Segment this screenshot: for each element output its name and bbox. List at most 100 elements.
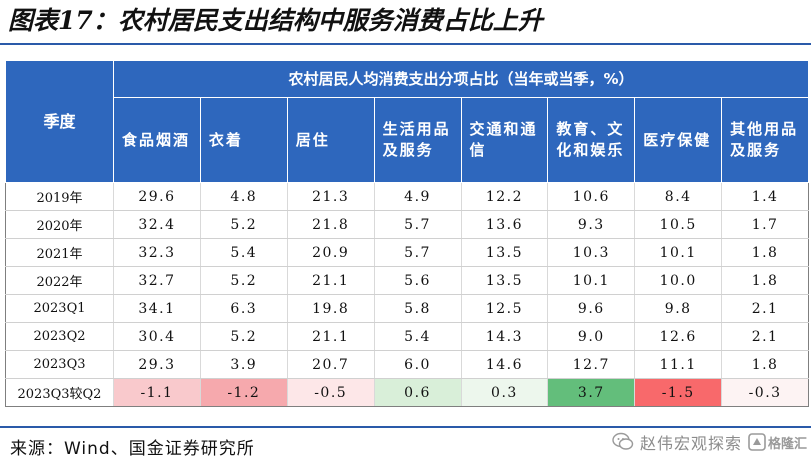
value-cell: 20.7 bbox=[286, 350, 375, 379]
value-cell: 10.3 bbox=[547, 238, 635, 267]
group-header: 农村居民人均消费支出分项占比（当年或当季，%） bbox=[112, 60, 810, 98]
value-cell: 13.6 bbox=[460, 210, 548, 239]
value-cell: 5.4 bbox=[373, 322, 461, 351]
table-row: 2022年 32.7 5.2 21.1 5.6 13.5 10.1 10.0 1.8 bbox=[5, 266, 810, 295]
value-cell: 0.6 bbox=[373, 378, 461, 407]
value-cell: 14.6 bbox=[460, 350, 548, 379]
column-header: 生活用品及服务 bbox=[373, 97, 462, 183]
value-cell: 3.9 bbox=[199, 350, 288, 379]
badge-logo: 格隆汇 bbox=[748, 433, 807, 452]
value-cell: 29.3 bbox=[113, 350, 201, 379]
table-row: 2023Q2 30.4 5.2 21.1 5.4 14.3 9.0 12.6 2.1 bbox=[5, 322, 810, 351]
value-cell: 32.4 bbox=[113, 210, 201, 239]
figure-title: 图表17：农村居民支出结构中服务消费占比上升 bbox=[8, 6, 543, 35]
value-cell: 10.6 bbox=[547, 182, 635, 211]
value-cell: 20.9 bbox=[286, 238, 375, 267]
table-row: 2020年 32.4 5.2 21.8 5.7 13.6 9.3 10.5 1.7 bbox=[5, 210, 810, 239]
value-cell: 21.1 bbox=[286, 322, 375, 351]
quarter-header: 季度 bbox=[5, 60, 114, 183]
value-cell: 5.7 bbox=[373, 210, 461, 239]
column-header: 教育、文化和娱乐 bbox=[547, 97, 636, 183]
value-cell: 9.3 bbox=[547, 210, 635, 239]
value-cell: 3.7 bbox=[547, 378, 635, 407]
value-cell: 4.9 bbox=[373, 182, 461, 211]
value-cell: 32.3 bbox=[113, 238, 201, 267]
value-cell: 10.1 bbox=[634, 238, 722, 267]
value-cell: 2.1 bbox=[721, 322, 810, 351]
consumption-structure-table: 季度 农村居民人均消费支出分项占比（当年或当季，%） 食品烟酒 衣着 居住 生活用品及… bbox=[5, 60, 810, 407]
value-cell: 10.5 bbox=[634, 210, 722, 239]
value-cell: 4.8 bbox=[199, 182, 288, 211]
value-cell: 14.3 bbox=[460, 322, 548, 351]
value-cell: 12.7 bbox=[547, 350, 635, 379]
value-cell: 13.5 bbox=[460, 266, 548, 295]
row-label: 2019年 bbox=[5, 182, 114, 211]
value-cell: -1.5 bbox=[634, 378, 722, 407]
value-cell: 12.5 bbox=[460, 294, 548, 323]
row-label: 2020年 bbox=[5, 210, 114, 239]
badge-text: 格隆汇 bbox=[767, 436, 807, 452]
row-label: 2023Q3较Q2 bbox=[5, 378, 114, 407]
value-cell: -1.1 bbox=[113, 378, 201, 407]
value-cell: 21.3 bbox=[286, 182, 375, 211]
column-header: 食品烟酒 bbox=[113, 97, 201, 183]
value-cell: 1.8 bbox=[721, 266, 810, 295]
value-cell: 5.4 bbox=[199, 238, 288, 267]
value-cell: 1.7 bbox=[721, 210, 810, 239]
column-header: 交通和通信 bbox=[460, 97, 549, 183]
value-cell: 8.4 bbox=[634, 182, 722, 211]
value-cell: 10.0 bbox=[634, 266, 722, 295]
watermark-text: 赵伟宏观探索 bbox=[639, 434, 742, 453]
row-label: 2023Q1 bbox=[5, 294, 114, 323]
value-cell: 5.7 bbox=[373, 238, 461, 267]
value-cell: 32.7 bbox=[113, 266, 201, 295]
value-cell: 12.6 bbox=[634, 322, 722, 351]
value-cell: -0.3 bbox=[721, 378, 810, 407]
value-cell: 21.8 bbox=[286, 210, 375, 239]
value-cell: 0.3 bbox=[460, 378, 548, 407]
value-cell: 10.1 bbox=[547, 266, 635, 295]
table-row: 2023Q1 34.1 6.3 19.8 5.8 12.5 9.6 9.8 2.1 bbox=[5, 294, 810, 323]
table-row: 2019年 29.6 4.8 21.3 4.9 12.2 10.6 8.4 1.4 bbox=[5, 182, 810, 211]
value-cell: 13.5 bbox=[460, 238, 548, 267]
value-cell: -0.5 bbox=[286, 378, 375, 407]
value-cell: 5.6 bbox=[373, 266, 461, 295]
value-cell: 1.4 bbox=[721, 182, 810, 211]
wechat-chat-icon bbox=[612, 432, 634, 452]
value-cell: 9.8 bbox=[634, 294, 722, 323]
column-header: 医疗保健 bbox=[634, 97, 723, 183]
source-note: 来源：Wind、国金证券研究所 bbox=[10, 439, 255, 459]
value-cell: -1.2 bbox=[199, 378, 288, 407]
value-cell: 21.1 bbox=[286, 266, 375, 295]
table-row: 2023Q3 29.3 3.9 20.7 6.0 14.6 12.7 11.1 1.8 bbox=[5, 350, 810, 379]
row-label: 2023Q2 bbox=[5, 322, 114, 351]
value-cell: 9.6 bbox=[547, 294, 635, 323]
table-row: 2021年 32.3 5.4 20.9 5.7 13.5 10.3 10.1 1.8 bbox=[5, 238, 810, 267]
value-cell: 5.2 bbox=[199, 210, 288, 239]
value-cell: 12.2 bbox=[460, 182, 548, 211]
value-cell: 6.0 bbox=[373, 350, 461, 379]
value-cell: 29.6 bbox=[113, 182, 201, 211]
value-cell: 11.1 bbox=[634, 350, 722, 379]
row-label: 2022年 bbox=[5, 266, 114, 295]
column-header: 衣着 bbox=[199, 97, 288, 183]
value-cell: 6.3 bbox=[199, 294, 288, 323]
table-row: 2023Q3较Q2 -1.1 -1.2 -0.5 0.6 0.3 3.7 -1.5 -0.3 bbox=[5, 378, 810, 407]
value-cell: 30.4 bbox=[113, 322, 201, 351]
title-divider bbox=[0, 43, 811, 45]
column-header: 居住 bbox=[286, 97, 375, 183]
value-cell: 1.8 bbox=[721, 238, 810, 267]
data-table-container: 季度 农村居民人均消费支出分项占比（当年或当季，%） 食品烟酒 衣着 居住 生活用品及… bbox=[5, 60, 810, 412]
value-cell: 9.0 bbox=[547, 322, 635, 351]
row-label: 2023Q3 bbox=[5, 350, 114, 379]
value-cell: 5.2 bbox=[199, 266, 288, 295]
column-header: 其他用品及服务 bbox=[721, 97, 810, 183]
value-cell: 2.1 bbox=[721, 294, 810, 323]
value-cell: 5.8 bbox=[373, 294, 461, 323]
value-cell: 1.8 bbox=[721, 350, 810, 379]
source-divider bbox=[0, 426, 811, 428]
row-label: 2021年 bbox=[5, 238, 114, 267]
value-cell: 34.1 bbox=[113, 294, 201, 323]
badge-logo-icon bbox=[748, 433, 766, 451]
value-cell: 5.2 bbox=[199, 322, 288, 351]
